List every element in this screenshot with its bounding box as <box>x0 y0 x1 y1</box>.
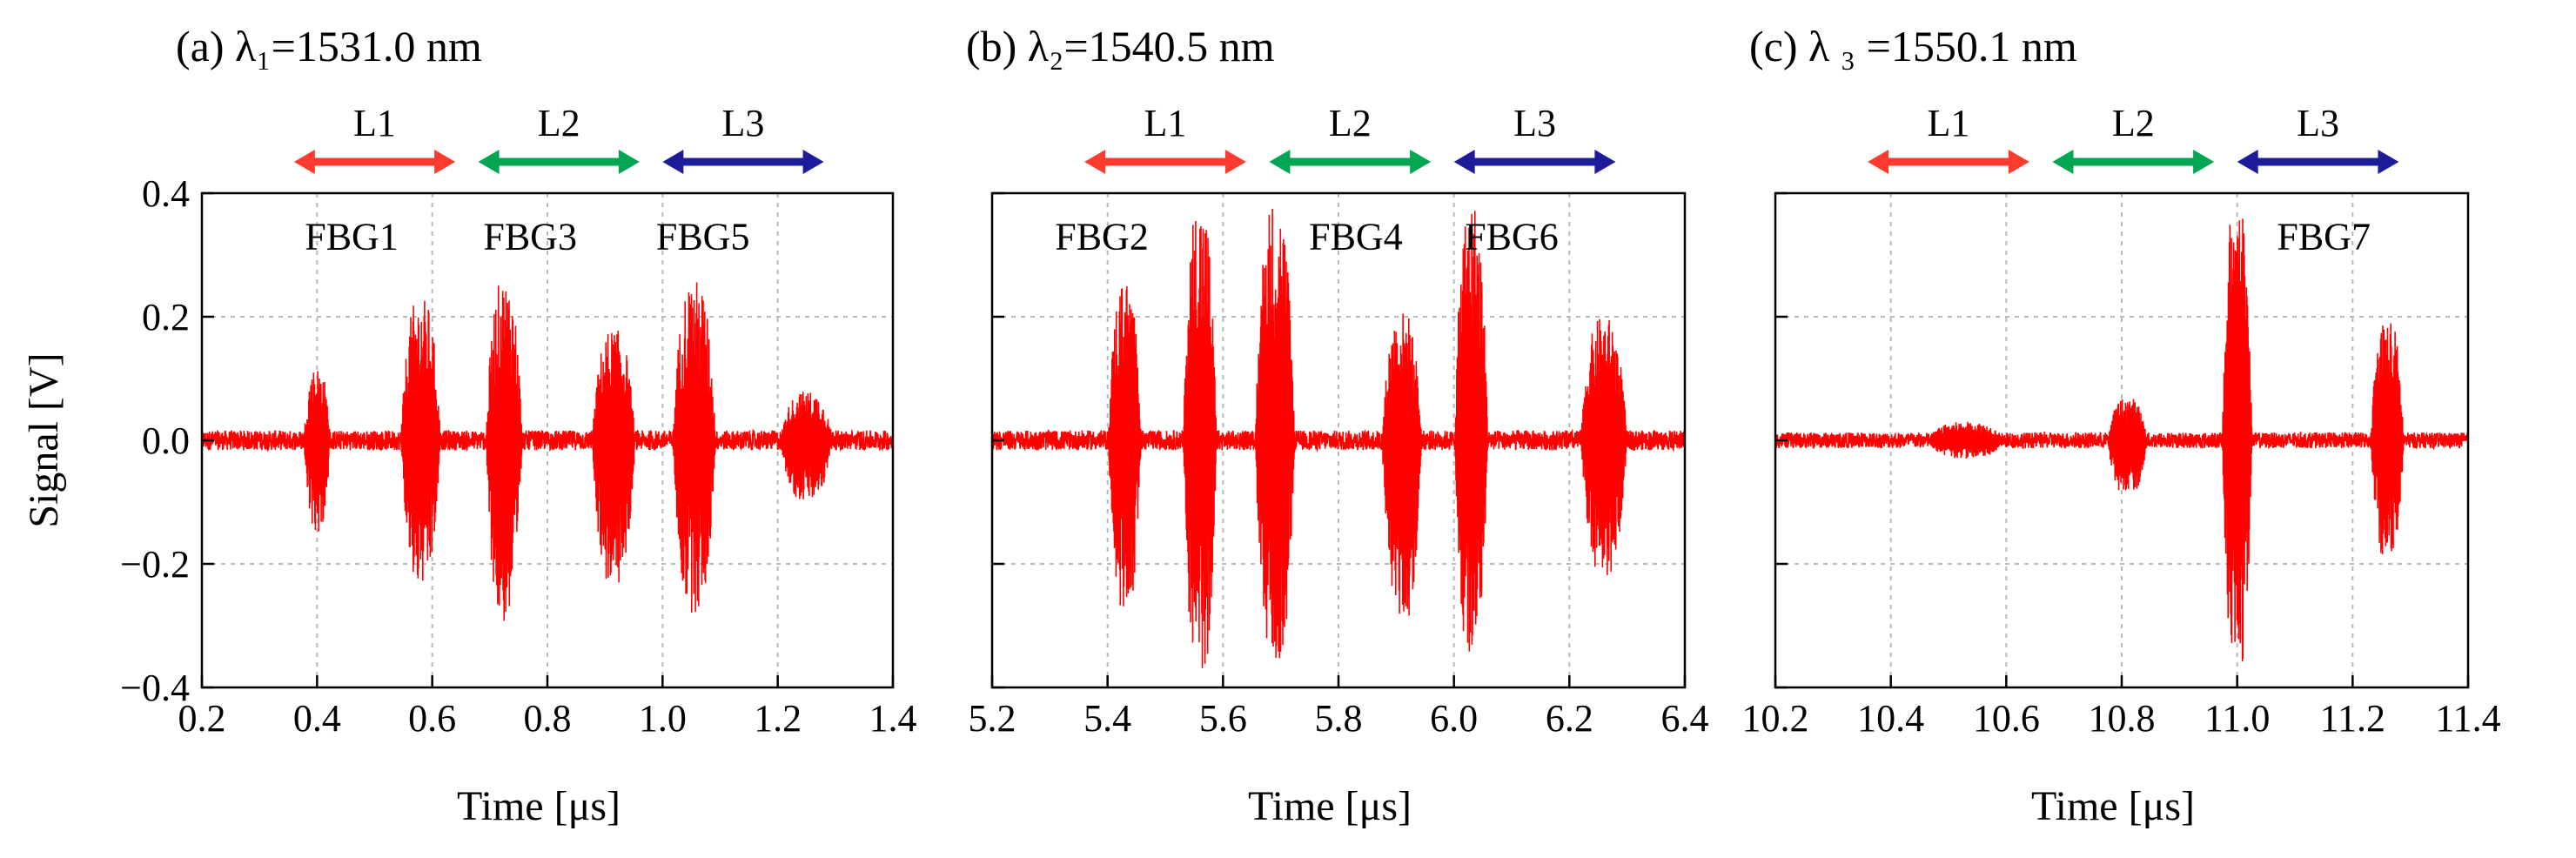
range-label: L2 <box>538 102 580 144</box>
range-label: L1 <box>1144 102 1187 144</box>
range-arrow-l3 <box>1453 150 1616 174</box>
y-tick-label: −0.2 <box>120 543 190 586</box>
range-label: L3 <box>722 102 765 144</box>
x-tick-label: 11.2 <box>2320 697 2385 740</box>
range-arrow-l1 <box>1084 150 1246 174</box>
x-tick-label: 1.0 <box>639 697 687 740</box>
x-tick-label: 6.4 <box>1661 697 1709 740</box>
y-tick-label: 0.4 <box>142 172 190 215</box>
panel-title: (c) λ ₃ =1550.1 nm <box>1749 22 2077 70</box>
annotation-fbg: FBG6 <box>1465 216 1559 258</box>
signal-series <box>1774 218 2469 662</box>
range-label: L3 <box>1513 102 1556 144</box>
x-tick-label: 11.0 <box>2204 697 2270 740</box>
x-axis-label: Time [μs] <box>1248 783 1412 829</box>
range-label: L1 <box>1928 102 1970 144</box>
x-tick-label: 10.4 <box>1857 697 1924 740</box>
x-tick-label: 0.4 <box>293 697 341 740</box>
x-tick-label: 10.2 <box>1742 697 1809 740</box>
panel-b: (b) λ₂=1540.5 nm 5.2 5.4 5.6 5.8 6.0 6.2 6.4 Tim… <box>966 22 1709 829</box>
x-tick-label: 5.4 <box>1083 697 1131 740</box>
range-arrow-l3 <box>2237 150 2399 174</box>
range-label: L1 <box>353 102 396 144</box>
x-tick-label: 0.6 <box>408 697 456 740</box>
x-tick-label: 5.2 <box>969 697 1016 740</box>
range-arrow-l3 <box>662 150 824 174</box>
x-tick-label: 1.4 <box>869 697 917 740</box>
x-tick-label: 5.8 <box>1315 697 1363 740</box>
x-tick-label: 1.2 <box>754 697 802 740</box>
x-tick-label: 0.2 <box>178 697 226 740</box>
range-label: L2 <box>2112 102 2155 144</box>
x-tick-label: 5.6 <box>1199 697 1247 740</box>
annotation-fbg: FBG4 <box>1309 216 1403 258</box>
y-tick-label: −0.4 <box>120 667 190 709</box>
annotation-fbg: FBG5 <box>656 216 750 258</box>
x-tick-label: 11.4 <box>2435 697 2500 740</box>
annotation-fbg: FBG2 <box>1055 216 1149 258</box>
x-axis-label: Time [μs] <box>2031 783 2195 829</box>
panel-a: (a) λ₁=1531.0 nm 0.2 0.4 0.6 0.8 1.0 1.2 1.4 0.4… <box>120 22 916 829</box>
annotation-fbg: FBG7 <box>2277 216 2371 258</box>
annotation-fbg: FBG1 <box>305 216 399 258</box>
y-axis-label: Signal [V] <box>21 352 67 527</box>
y-tick-label: 0.0 <box>142 419 190 462</box>
range-label: L2 <box>1329 102 1372 144</box>
range-arrow-l2 <box>1269 150 1432 174</box>
range-arrow-l1 <box>1868 150 2029 174</box>
x-tick-label: 10.6 <box>1973 697 2040 740</box>
x-tick-label: 10.8 <box>2089 697 2156 740</box>
x-tick-label: 6.0 <box>1430 697 1478 740</box>
range-label: L3 <box>2297 102 2339 144</box>
signal-series <box>991 208 1686 668</box>
panel-c: (c) λ ₃ =1550.1 nm 10.2 10.4 10.6 10.8 11.0 11… <box>1742 22 2501 829</box>
range-arrow-l1 <box>293 150 456 174</box>
x-tick-label: 6.2 <box>1546 697 1593 740</box>
y-tick-label: 0.2 <box>142 296 190 339</box>
signal-series <box>201 282 894 621</box>
panel-title: (a) λ₁=1531.0 nm <box>176 22 482 70</box>
range-arrow-l2 <box>2052 150 2215 174</box>
panel-title: (b) λ₂=1540.5 nm <box>966 22 1275 70</box>
range-arrow-l2 <box>478 150 640 174</box>
x-axis-label: Time [μs] <box>457 783 621 829</box>
x-tick-label: 0.8 <box>524 697 572 740</box>
annotation-fbg: FBG3 <box>483 216 577 258</box>
